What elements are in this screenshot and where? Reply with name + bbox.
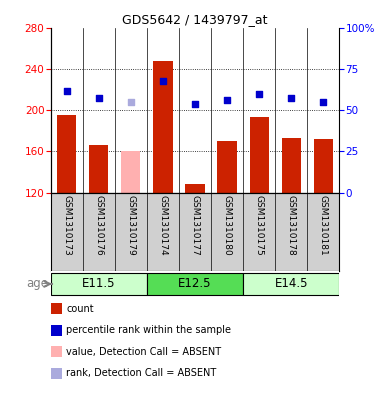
Text: GSM1310176: GSM1310176 (94, 195, 103, 256)
Text: GSM1310177: GSM1310177 (190, 195, 200, 256)
Point (256, 90, 262, 97)
Point (96, 94, 102, 101)
Bar (218, 141, 237, 193)
Title: GDS5642 / 1439797_at: GDS5642 / 1439797_at (122, 13, 268, 26)
Bar (282, 138, 301, 193)
Bar (89, 145, 108, 193)
Text: GSM1310180: GSM1310180 (223, 195, 232, 256)
Text: count: count (66, 303, 94, 314)
Bar (314, 139, 333, 193)
Point (224, 97, 230, 103)
Bar (250, 117, 269, 193)
Text: GSM1310173: GSM1310173 (62, 195, 71, 256)
Text: GSM1310175: GSM1310175 (255, 195, 264, 256)
Text: GSM1310181: GSM1310181 (319, 195, 328, 256)
Point (320, 99, 326, 105)
Text: E12.5: E12.5 (178, 277, 212, 290)
Text: E14.5: E14.5 (275, 277, 308, 290)
Bar (57, 115, 76, 193)
Text: GSM1310178: GSM1310178 (287, 195, 296, 256)
Point (64, 88, 70, 95)
Text: rank, Detection Call = ABSENT: rank, Detection Call = ABSENT (66, 368, 216, 378)
Point (160, 78, 166, 84)
Bar (51, 273, 147, 295)
Text: GSM1310179: GSM1310179 (126, 195, 135, 256)
Text: E11.5: E11.5 (82, 277, 115, 290)
Bar (185, 184, 205, 193)
Text: value, Detection Call = ABSENT: value, Detection Call = ABSENT (66, 347, 222, 357)
Point (192, 101, 198, 107)
Bar (153, 61, 172, 193)
Bar (121, 151, 140, 193)
Text: GSM1310174: GSM1310174 (158, 195, 167, 255)
Text: percentile rank within the sample: percentile rank within the sample (66, 325, 231, 335)
Bar (147, 273, 243, 295)
Bar (243, 273, 339, 295)
Point (288, 94, 294, 101)
Point (128, 99, 134, 105)
Text: age: age (26, 277, 48, 290)
